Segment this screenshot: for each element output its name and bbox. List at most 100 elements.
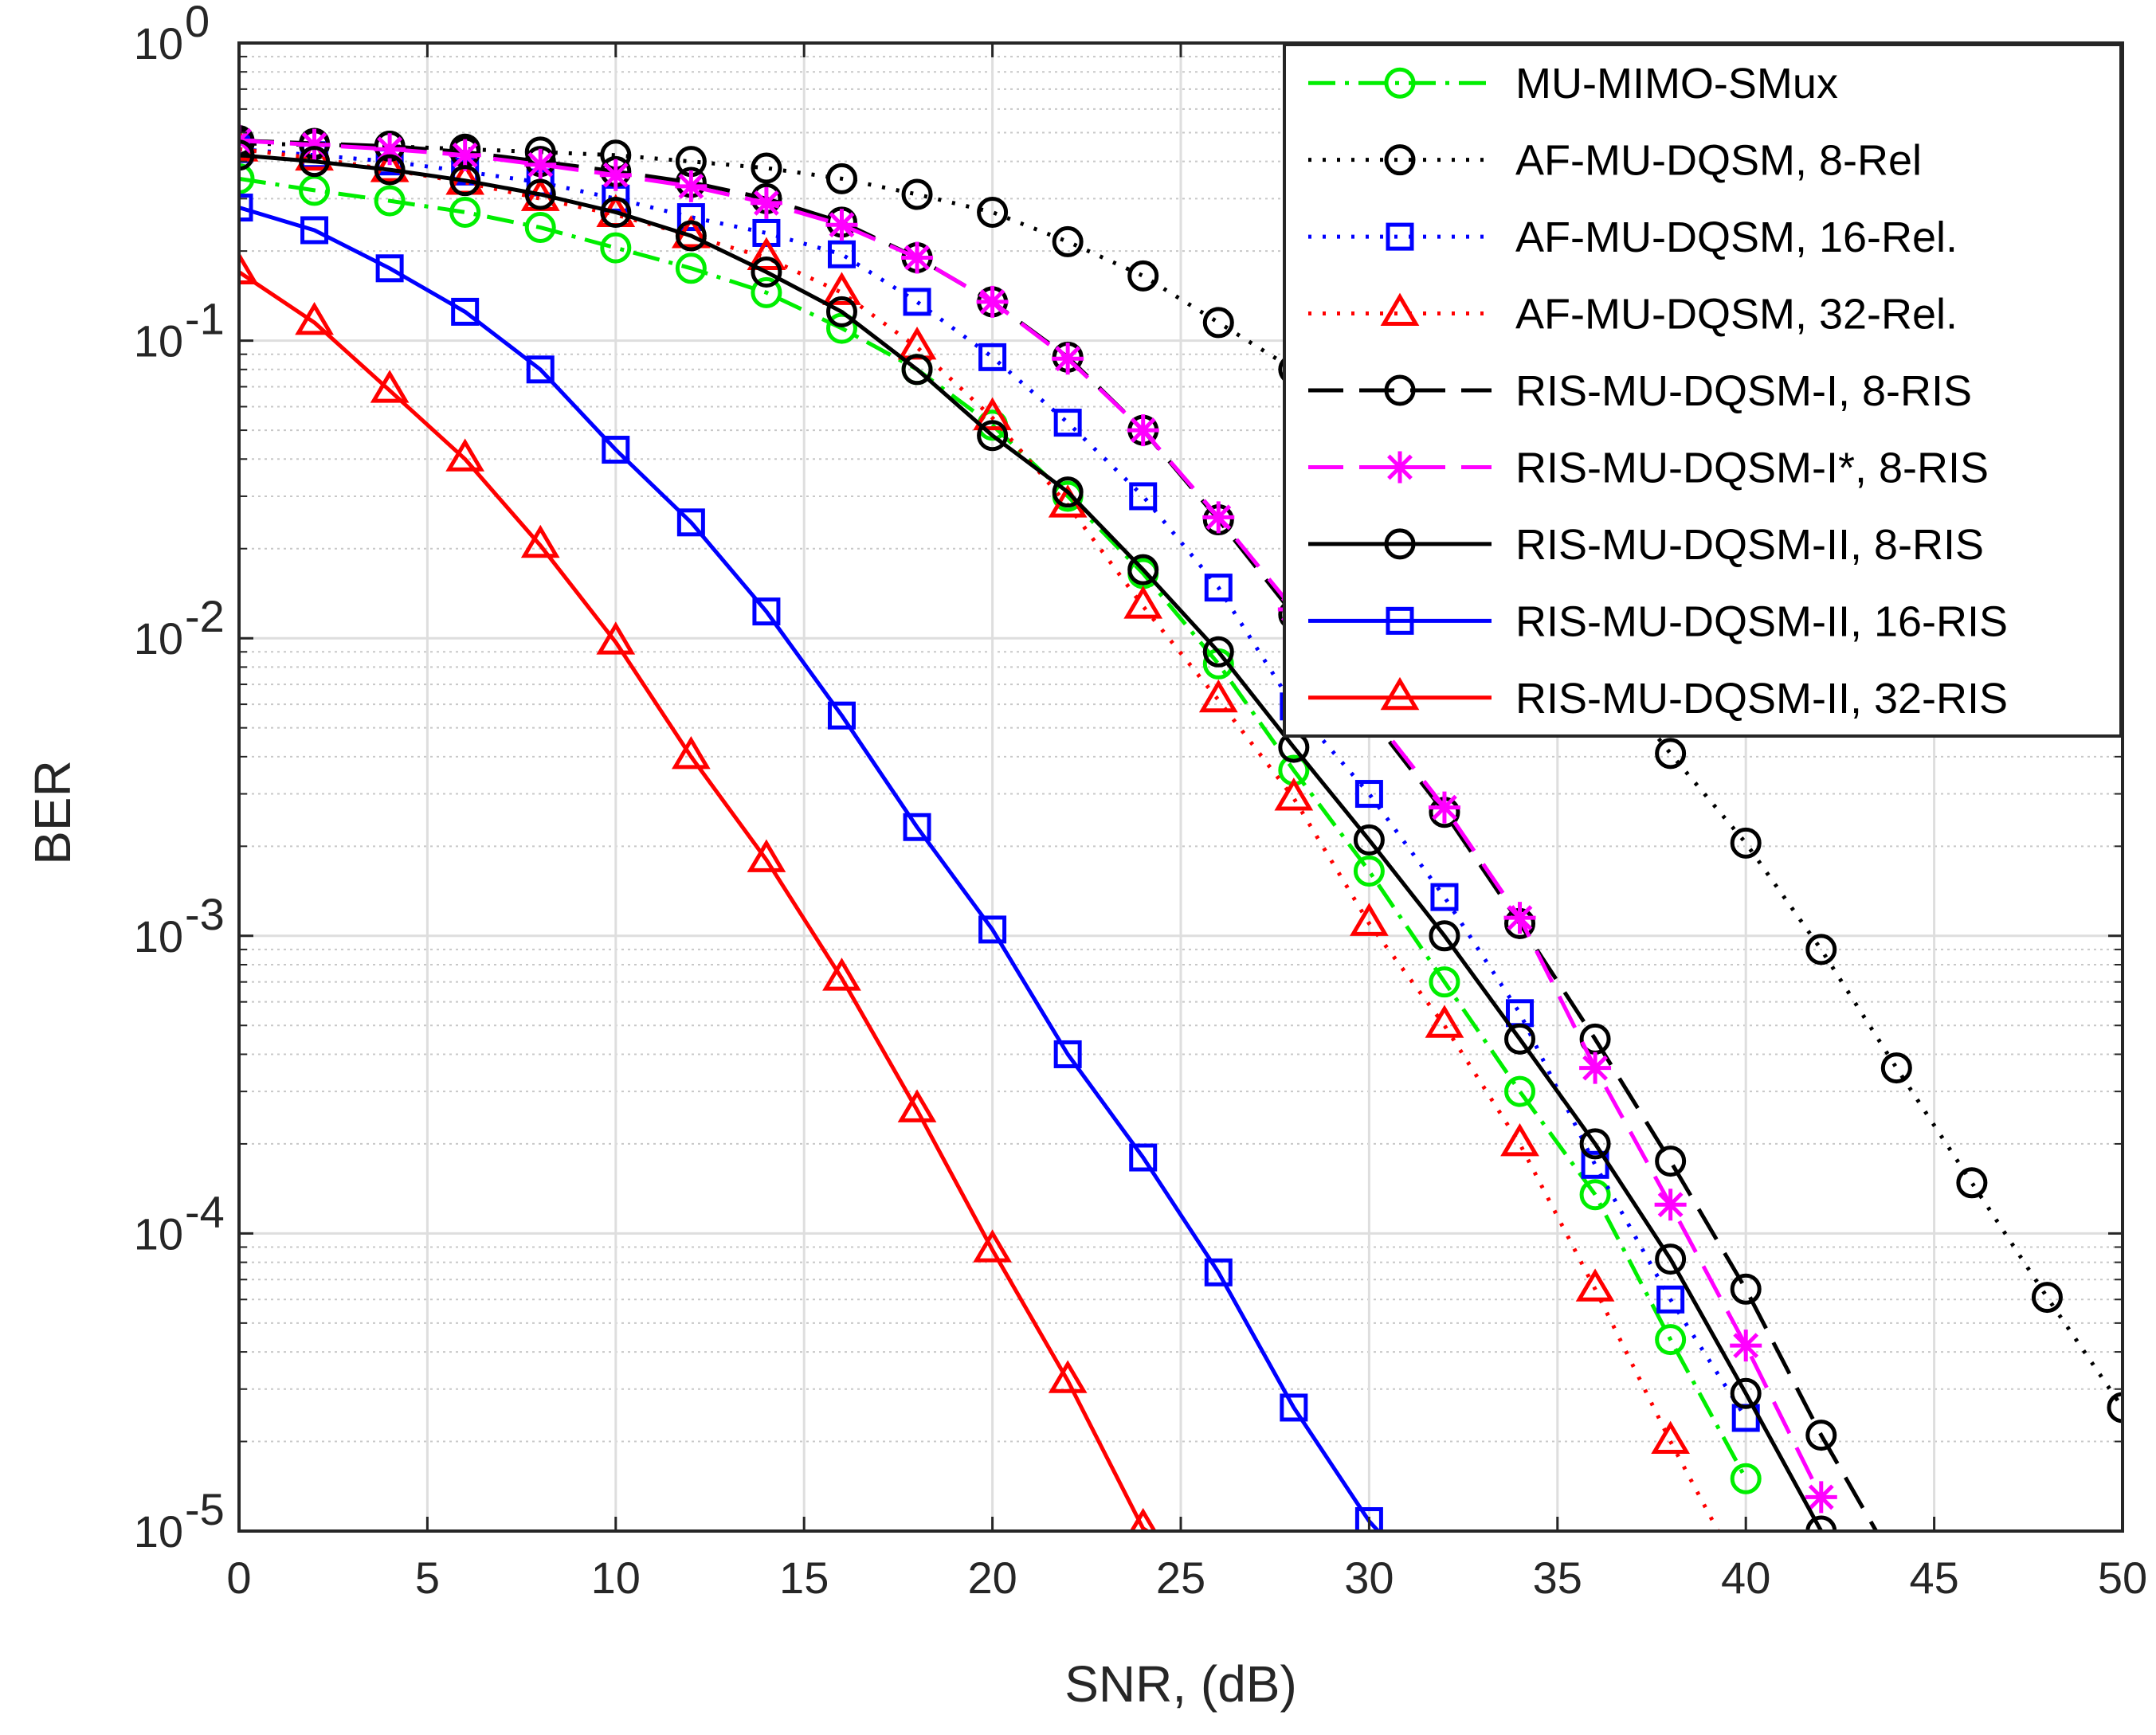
data-point <box>750 186 782 219</box>
data-point <box>903 288 931 316</box>
data-point <box>1805 1515 1837 1531</box>
data-point <box>751 257 782 288</box>
y-tick-exponent: -5 <box>185 1484 225 1534</box>
data-point <box>1202 501 1235 534</box>
x-tick-label: 0 <box>226 1553 251 1603</box>
data-point <box>445 438 485 472</box>
data-point <box>825 296 857 327</box>
series-line <box>239 176 1748 1480</box>
y-tick-base: 10 <box>134 911 183 961</box>
data-point <box>1428 791 1460 824</box>
legend-marker <box>1384 374 1416 406</box>
data-point <box>1198 679 1238 713</box>
data-point <box>977 196 1009 228</box>
data-point <box>901 354 933 386</box>
data-point <box>524 148 557 181</box>
data-point <box>1655 1146 1687 1177</box>
legend-label: RIS-MU-DQSM-II, 8-RIS <box>1515 521 1984 569</box>
data-point <box>1129 1507 1157 1531</box>
data-point <box>449 139 481 171</box>
data-point <box>1575 1268 1615 1302</box>
data-point <box>239 251 259 285</box>
data-point <box>1656 1285 1685 1314</box>
y-tick-label: 10 -2 <box>134 591 225 664</box>
legend-label: AF-MU-DQSM, 16-Rel. <box>1515 213 1958 261</box>
data-point <box>1052 225 1084 257</box>
data-point <box>1655 1243 1687 1275</box>
data-point <box>1053 409 1082 437</box>
legend-marker <box>1384 144 1416 176</box>
data-point <box>1204 1258 1233 1287</box>
data-point <box>1579 1179 1611 1211</box>
data-point <box>2031 1282 2063 1314</box>
data-point <box>976 285 1009 318</box>
data-point <box>375 254 404 283</box>
y-tick-base: 10 <box>134 1208 183 1259</box>
legend-marker <box>1380 292 1420 327</box>
x-tick-label: 20 <box>967 1553 1017 1603</box>
series-9 <box>239 251 1157 1531</box>
data-point <box>1127 554 1159 586</box>
x-tick-label: 25 <box>1156 1553 1205 1603</box>
legend-marker <box>1380 676 1420 711</box>
data-point <box>449 165 481 197</box>
data-point <box>1353 824 1385 856</box>
data-point <box>825 163 857 194</box>
data-point <box>524 178 556 210</box>
data-point <box>1202 307 1234 339</box>
x-axis-title: SNR, (dB) <box>1064 1655 1297 1713</box>
data-point <box>747 839 786 872</box>
data-point <box>825 209 858 241</box>
data-point <box>295 301 334 335</box>
legend-entry-8: RIS-MU-DQSM-II, 16-RIS <box>1308 597 2008 645</box>
legend-entry-4: AF-MU-DQSM, 32-Rel. <box>1308 291 1958 339</box>
y-tick-base: 10 <box>134 18 183 69</box>
data-point <box>1204 574 1233 602</box>
legend-entry-5: RIS-MU-DQSM-I, 8-RIS <box>1308 367 1972 415</box>
data-point <box>1052 343 1084 375</box>
data-point <box>1052 476 1084 508</box>
legend: MU-MIMO-SMux AF-MU-DQSM, 8-Rel AF-MU-DQSM,… <box>1283 43 2123 738</box>
y-tick-exponent: -4 <box>185 1186 225 1236</box>
y-tick-exponent: -3 <box>185 889 225 939</box>
legend-entry-9: RIS-MU-DQSM-II, 32-RIS <box>1308 675 2008 723</box>
legend-marker <box>1386 222 1414 251</box>
legend-entry-6: RIS-MU-DQSM-I*, 8-RIS <box>1308 444 1989 492</box>
data-point <box>676 203 705 232</box>
data-point <box>1354 1507 1383 1531</box>
series-line <box>239 206 1382 1531</box>
data-point <box>599 159 632 191</box>
data-point <box>1504 1023 1536 1055</box>
data-point <box>822 272 861 305</box>
data-point <box>903 813 931 841</box>
data-point <box>374 185 406 217</box>
data-point <box>1880 1052 1912 1084</box>
legend-marker <box>1386 606 1414 635</box>
data-point <box>1805 1481 1837 1514</box>
data-point <box>1053 1040 1082 1068</box>
x-tick-label: 50 <box>2098 1553 2147 1603</box>
data-point <box>1730 1463 1762 1494</box>
x-tick-label: 45 <box>1909 1553 1958 1603</box>
series-6 <box>239 124 1837 1514</box>
data-point <box>675 253 707 284</box>
data-point <box>822 958 861 991</box>
data-point <box>1504 1075 1536 1107</box>
x-tick-label: 10 <box>591 1553 641 1603</box>
data-point <box>602 436 630 464</box>
data-point <box>973 1229 1012 1263</box>
legend-label: AF-MU-DQSM, 8-Rel <box>1515 137 1922 185</box>
legend-marker <box>1384 528 1416 560</box>
y-tick-base: 10 <box>134 1506 183 1557</box>
y-tick-label: 10 -1 <box>134 294 225 366</box>
data-point <box>1129 1143 1158 1172</box>
x-tick-label: 15 <box>779 1553 829 1603</box>
data-point <box>1730 1330 1762 1362</box>
data-point <box>827 240 856 268</box>
data-point <box>370 370 410 403</box>
data-point <box>752 218 781 247</box>
y-tick-label: 10 -4 <box>134 1186 225 1259</box>
data-point <box>374 133 406 166</box>
data-point <box>1202 636 1234 668</box>
